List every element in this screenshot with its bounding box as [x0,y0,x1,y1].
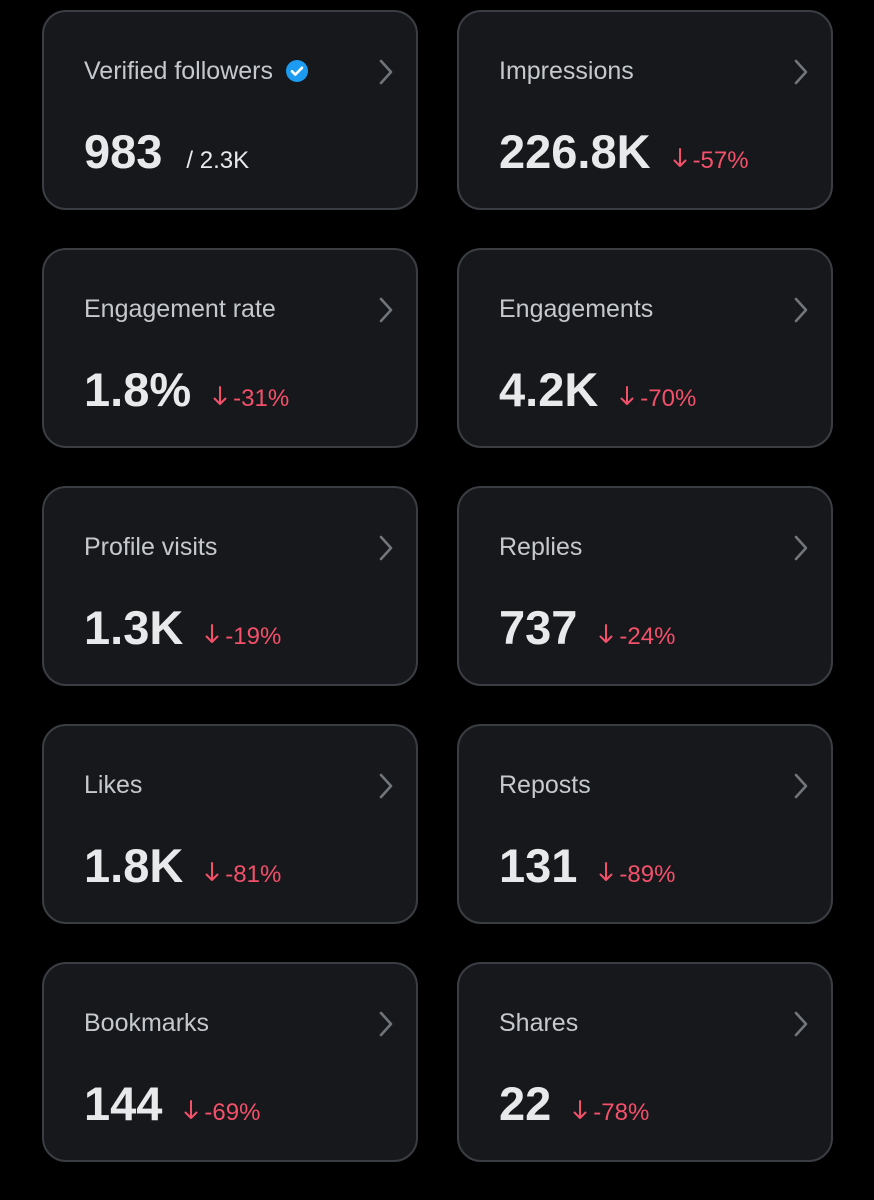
down-arrow-icon [573,1100,587,1119]
metric-change: -24% [599,623,675,651]
metric-label-row: Verified followers [84,56,309,86]
down-arrow-icon [673,148,687,167]
chevron-icon [379,535,393,561]
metric-label-row: Bookmarks [84,1008,209,1038]
chevron-icon [379,1011,393,1037]
metric-value: 22 [499,1077,552,1130]
metric-card[interactable]: Profile visits 1.3K -19% [42,486,418,686]
chevron-icon [794,535,808,561]
metric-value: 1.8% [84,363,192,416]
metric-change: -78% [573,1099,649,1127]
metric-change-value: -70% [640,385,697,412]
down-arrow-icon [213,386,227,405]
metric-label: Impressions [499,57,634,85]
chevron-icon [794,1011,808,1037]
metric-row: 226.8K -57% [499,124,749,180]
chevron-icon [794,773,808,799]
metric-change: -89% [599,861,675,889]
metric-label-row: Shares [499,1008,578,1038]
metric-card[interactable]: Reposts 131 -89% [457,724,833,924]
metric-label: Engagements [499,295,654,323]
metric-change-value: -24% [619,623,676,650]
metric-card[interactable]: Likes 1.8K -81% [42,724,418,924]
metric-row: 1.8% -31% [84,362,289,418]
verified-badge [285,60,308,82]
metric-change: -19% [205,623,281,651]
metric-change-value: -69% [204,1099,261,1126]
chevron-icon [379,297,393,323]
down-arrow-icon [205,862,219,881]
metric-label: Likes [84,771,143,799]
metric-row: 983 / 2.3K [84,124,249,180]
metric-row: 22 -78% [499,1076,649,1132]
metric-value: 1.3K [84,601,184,654]
metric-change: -81% [205,861,281,889]
down-arrow-icon [620,386,634,405]
metric-label: Engagement rate [84,295,276,323]
metric-label-row: Impressions [499,56,634,86]
metric-value: 226.8K [499,125,651,178]
down-arrow-icon [205,624,219,643]
metric-label-row: Reposts [499,770,591,800]
metric-value: 144 [84,1077,163,1130]
metric-card[interactable]: Engagements 4.2K -70% [457,248,833,448]
metric-change-value: -19% [225,623,282,650]
chevron-icon [379,773,393,799]
metric-label: Shares [499,1009,579,1037]
metric-change-value: -31% [233,385,290,412]
metric-value: 131 [499,839,578,892]
metric-row: 737 -24% [499,600,675,656]
metric-change-value: -78% [593,1099,650,1126]
down-arrow-icon [184,1100,198,1119]
down-arrow-icon [599,624,613,643]
metric-change: -57% [673,147,749,175]
metric-label: Bookmarks [84,1009,210,1037]
metric-card[interactable]: Engagement rate 1.8% -31% [42,248,418,448]
metric-change-value: -81% [225,861,282,888]
metric-label: Replies [499,533,583,561]
metric-change-value: -57% [692,147,749,174]
chevron-icon [794,297,808,323]
metric-total: / 2.3K [186,147,250,174]
metric-label-row: Engagement rate [84,294,276,324]
metric-label: Reposts [499,771,591,799]
metric-row: 131 -89% [499,838,675,894]
metric-value: 983 [84,125,163,178]
metric-card[interactable]: Impressions 226.8K -57% [457,10,833,210]
metric-label-row: Profile visits [84,532,217,562]
metric-value: 1.8K [84,839,184,892]
metric-label: Profile visits [84,533,218,561]
metric-change: -69% [184,1099,260,1127]
metric-label-row: Replies [499,532,582,562]
down-arrow-icon [599,862,613,881]
metric-card[interactable]: Replies 737 -24% [457,486,833,686]
metric-row: 1.8K -81% [84,838,281,894]
metric-row: 1.3K -19% [84,600,281,656]
metric-card[interactable]: Bookmarks 144 -69% [42,962,418,1162]
metric-label: Verified followers [84,57,273,85]
metric-change: -31% [213,385,289,413]
metric-card[interactable]: Verified followers 983 / 2.3K [42,10,418,210]
metric-row: 144 -69% [84,1076,260,1132]
metric-change-value: -89% [619,861,676,888]
metric-value: 737 [499,601,578,654]
metric-value: 4.2K [499,363,599,416]
chevron-icon [794,59,808,85]
metric-row: 4.2K -70% [499,362,696,418]
metric-change: -70% [620,385,696,413]
metric-label-row: Likes [84,770,142,800]
chevron-icon [379,59,393,85]
metric-label-row: Engagements [499,294,653,324]
metric-card[interactable]: Shares 22 -78% [457,962,833,1162]
